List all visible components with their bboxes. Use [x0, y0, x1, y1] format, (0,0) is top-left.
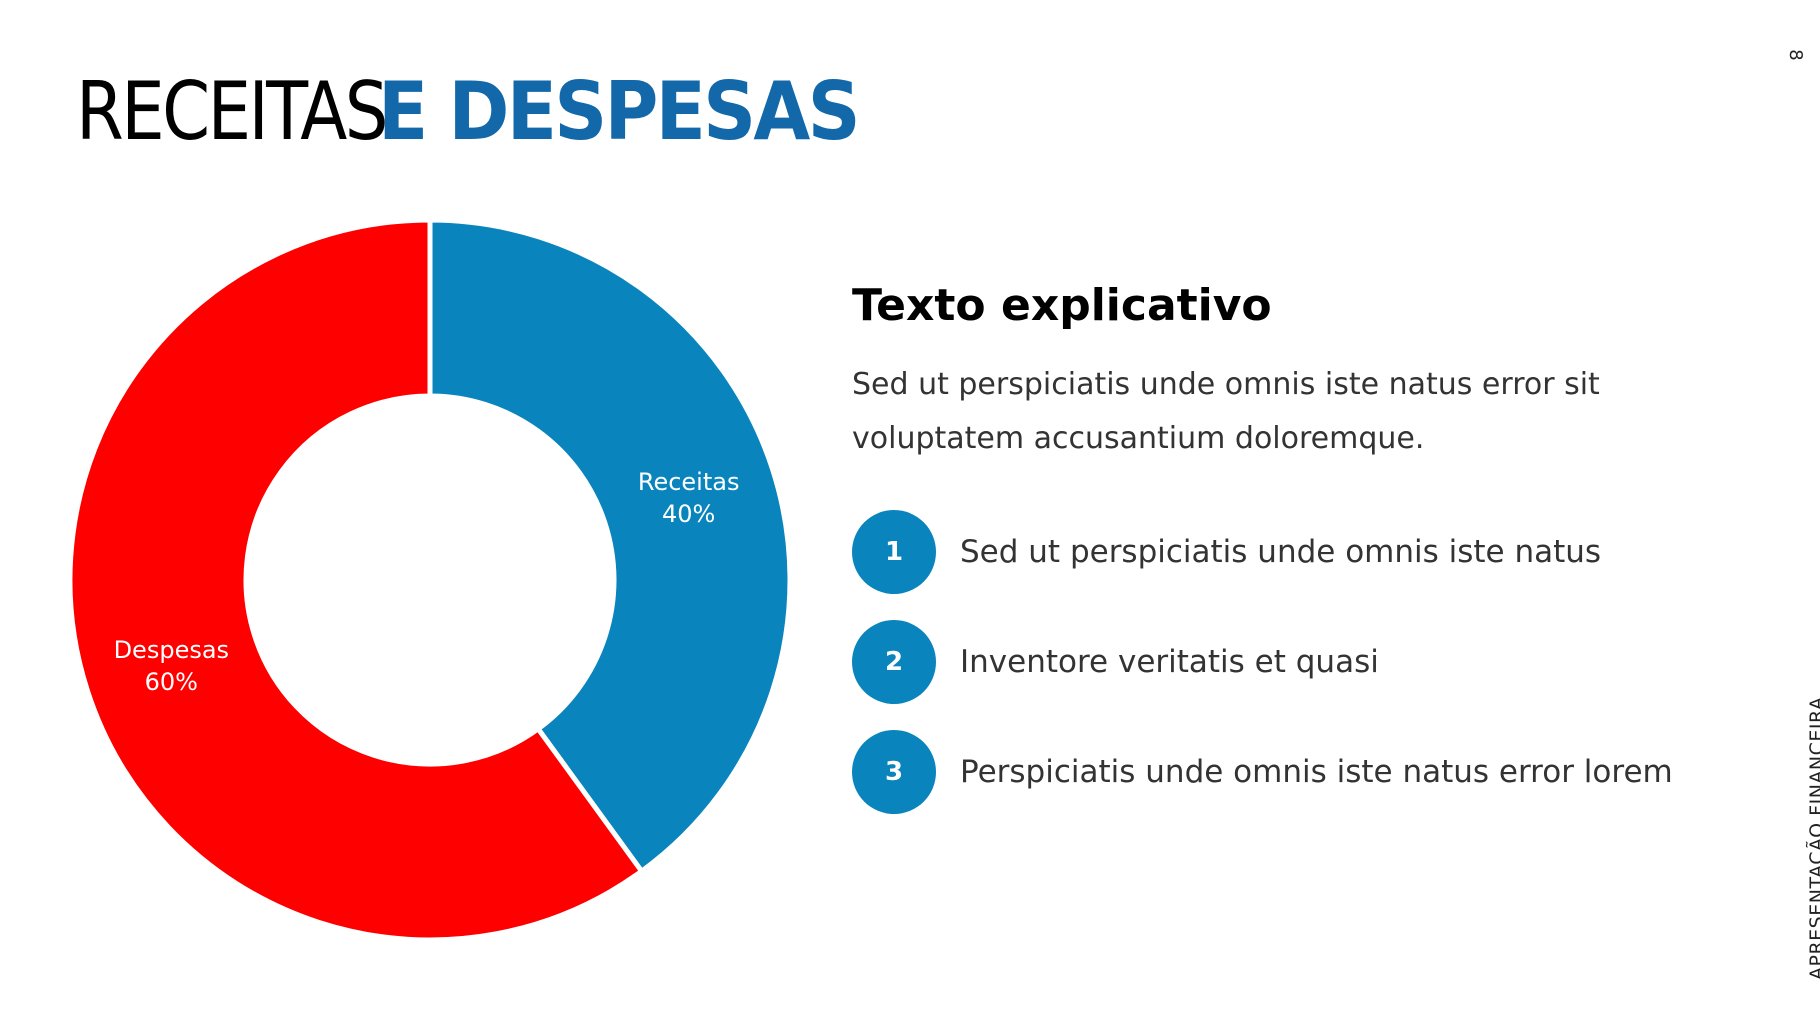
title-light-part: RECEITAS	[76, 65, 388, 158]
list-number-badge: 1	[852, 510, 936, 594]
list-number-badge: 3	[852, 730, 936, 814]
panel-body-text: Sed ut perspiciatis unde omnis iste natu…	[852, 367, 1600, 456]
title-bold-part: E DESPESAS	[378, 65, 861, 158]
page-number: 8	[1785, 49, 1806, 61]
side-label: APRESENTAÇÃO FINANCEIRA	[1806, 696, 1820, 980]
slice-value-label: 60%	[145, 668, 198, 696]
page-title: RECEITAS E DESPESAS	[76, 62, 900, 162]
list-item-text: Sed ut perspiciatis unde omnis iste natu…	[960, 534, 1602, 570]
list-item-text: Inventore veritatis et quasi	[960, 644, 1379, 680]
slice-despesas	[67, 217, 646, 943]
list-item: 1 Sed ut perspiciatis unde omnis iste na…	[852, 510, 1672, 594]
slice-category-label: Despesas	[114, 636, 229, 664]
slice-value-label: 40%	[662, 500, 715, 528]
donut-chart: Receitas 40% Despesas 60%	[67, 217, 793, 943]
list-number-badge: 2	[852, 620, 936, 704]
list-item: 3 Perspiciatis unde omnis iste natus err…	[852, 730, 1673, 814]
panel-heading: Texto explicativo	[852, 280, 1272, 331]
numbered-list: 1 Sed ut perspiciatis unde omnis iste na…	[852, 510, 1673, 814]
slice-receitas	[427, 217, 793, 875]
list-item-text: Perspiciatis unde omnis iste natus error…	[960, 754, 1673, 790]
list-item: 2 Inventore veritatis et quasi	[852, 620, 1672, 704]
slice-category-label: Receitas	[638, 468, 740, 496]
explanation-panel: Texto explicativo Sed ut perspiciatis un…	[852, 276, 1673, 840]
